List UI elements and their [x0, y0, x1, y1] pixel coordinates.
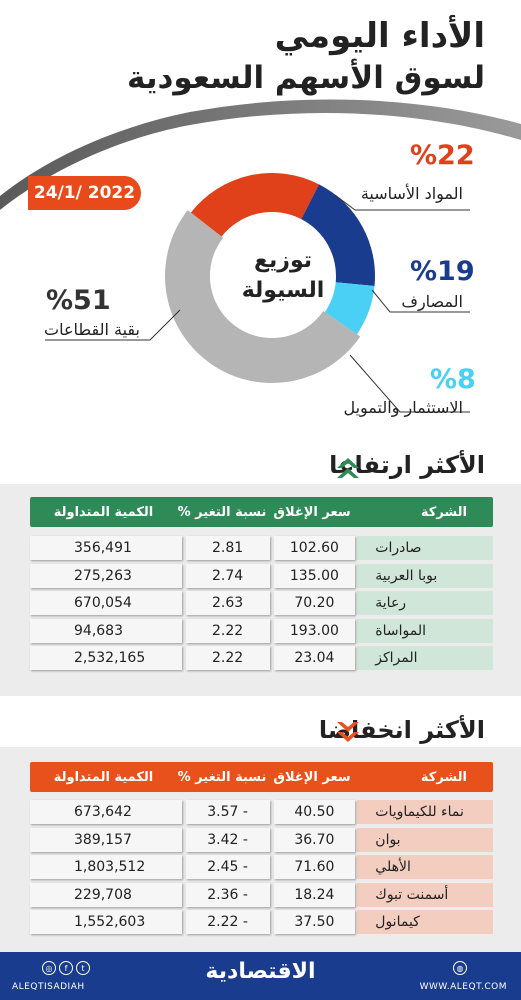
volume-cell: 275,263: [30, 563, 182, 588]
brand-logo: الاقتصادية: [205, 959, 316, 984]
company-cell: نماء للكيماويات: [357, 800, 493, 824]
volume-cell: 670,054: [30, 591, 182, 615]
donut-hole: [210, 214, 334, 338]
table-row: بوان 36.70 3.42 -389,157: [30, 827, 493, 852]
close-price-cell: 36.70: [273, 827, 356, 852]
close-price-cell: 23.04: [273, 646, 356, 670]
double-up-arrow-icon: [337, 458, 359, 478]
table-row: الأهلي 71.60 2.45 -1,803,512: [30, 855, 493, 879]
label-others: بقية القطاعات: [44, 320, 140, 339]
change-cell: 3.42 -: [185, 827, 270, 852]
label-materials: المواد الأساسية: [360, 184, 463, 203]
col-company: الشركة: [420, 504, 467, 520]
table-row: بوبا العربية 135.00 2.74 275,263: [30, 563, 493, 588]
company-cell: بوان: [357, 827, 493, 852]
leader-lines: [45, 194, 470, 413]
col-close: سعر الإغلاق: [273, 504, 351, 520]
donut-slice-banks: [301, 184, 375, 287]
close-price-cell: 40.50: [273, 800, 356, 824]
volume-cell: 1,552,603: [30, 910, 182, 934]
close-price-cell: 102.60: [273, 536, 356, 560]
change-cell: 3.57 -: [185, 800, 270, 824]
change-cell: 2.63: [185, 591, 270, 615]
leader-line-investment: [349, 354, 470, 413]
col-change: نسبة التغير %: [177, 504, 267, 520]
table-row: المراكز 23.04 2.22 2,532,165: [30, 646, 493, 670]
volume-cell: 229,708: [30, 882, 182, 907]
close-price-cell: 37.50: [273, 910, 356, 934]
pct-banks: %19: [410, 256, 475, 287]
company-cell: الأهلي: [357, 855, 493, 879]
close-price-cell: 71.60: [273, 855, 356, 879]
table-row: كيمانول 37.50 2.22 -1,552,603: [30, 910, 493, 934]
col-change: نسبة التغير %: [177, 769, 267, 785]
leader-line-banks: [371, 289, 470, 313]
pct-others: %51: [46, 285, 111, 316]
volume-cell: 389,157: [30, 827, 182, 852]
footer-bar: ◎ f t ALEQTISADIAH الاقتصادية ◍ WWW.ALEQ…: [0, 952, 521, 1000]
change-cell: 2.22: [185, 618, 270, 643]
change-cell: 2.45 -: [185, 855, 270, 879]
donut-center-line1: توزيع: [253, 248, 312, 273]
company-cell: المواساة: [357, 618, 493, 643]
change-cell: 2.36 -: [185, 882, 270, 907]
social-handle[interactable]: ALEQTISADIAH: [12, 982, 85, 992]
company-cell: المراكز: [357, 646, 493, 670]
twitter-icon[interactable]: t: [76, 961, 90, 975]
double-down-arrow-icon: [337, 722, 359, 742]
change-cell: 2.22: [185, 646, 270, 670]
pct-investment: %8: [430, 364, 476, 395]
page-title: الأداء اليومي: [274, 16, 485, 56]
donut-slice-investment: [324, 282, 375, 335]
close-price-cell: 135.00: [273, 563, 356, 588]
website-link[interactable]: WWW.ALEQT.COM: [419, 982, 507, 992]
leader-line-materials: [334, 194, 470, 211]
close-price-cell: 18.24: [273, 882, 356, 907]
change-cell: 2.81: [185, 536, 270, 560]
col-close: سعر الإغلاق: [273, 769, 351, 785]
volume-cell: 673,642: [30, 800, 182, 824]
volume-cell: 94,683: [30, 618, 182, 643]
header-background: [0, 0, 521, 210]
liquidity-donut: [45, 173, 470, 413]
change-cell: 2.74: [185, 563, 270, 588]
table-row: أسمنت تبوك 18.24 2.36 -229,708: [30, 882, 493, 907]
page-subtitle: لسوق الأسهم السعودية: [127, 60, 485, 96]
company-cell: صادرات: [357, 536, 493, 560]
volume-cell: 1,803,512: [30, 855, 182, 879]
col-volume: الكمية المتداولة: [53, 769, 154, 785]
leader-line-others: [45, 309, 181, 341]
pct-materials: %22: [410, 140, 475, 171]
volume-cell: 2,532,165: [30, 646, 182, 670]
table-row: رعاية 70.20 2.63 670,054: [30, 591, 493, 615]
col-volume: الكمية المتداولة: [53, 504, 154, 520]
facebook-icon[interactable]: f: [59, 961, 73, 975]
donut-slice-others: [165, 210, 361, 383]
table-row: صادرات 102.60 2.81 356,491: [30, 536, 493, 560]
volume-cell: 356,491: [30, 536, 182, 560]
donut-slice-materials: [190, 173, 320, 237]
date-badge: 24/1/ 2022: [28, 176, 141, 210]
company-cell: بوبا العربية: [357, 563, 493, 588]
change-cell: 2.22 -: [185, 910, 270, 934]
company-cell: أسمنت تبوك: [357, 882, 493, 907]
close-price-cell: 70.20: [273, 591, 356, 615]
label-investment: الاستثمار والتمويل: [343, 398, 463, 417]
company-cell: كيمانول: [357, 910, 493, 934]
losers-table-header: الشركة سعر الإغلاق نسبة التغير % الكمية …: [30, 762, 493, 792]
table-row: نماء للكيماويات 40.50 3.57 -673,642: [30, 800, 493, 824]
table-row: المواساة 193.00 2.22 94,683: [30, 618, 493, 643]
col-company: الشركة: [420, 769, 467, 785]
donut-center-label: توزيع السيولة: [218, 246, 348, 306]
globe-icon: ◍: [453, 961, 467, 975]
label-banks: المصارف: [401, 292, 463, 311]
instagram-icon[interactable]: ◎: [42, 961, 56, 975]
close-price-cell: 193.00: [273, 618, 356, 643]
donut-center-line2: السيولة: [241, 278, 325, 303]
gainers-table-header: الشركة سعر الإغلاق نسبة التغير % الكمية …: [30, 497, 493, 527]
company-cell: رعاية: [357, 591, 493, 615]
